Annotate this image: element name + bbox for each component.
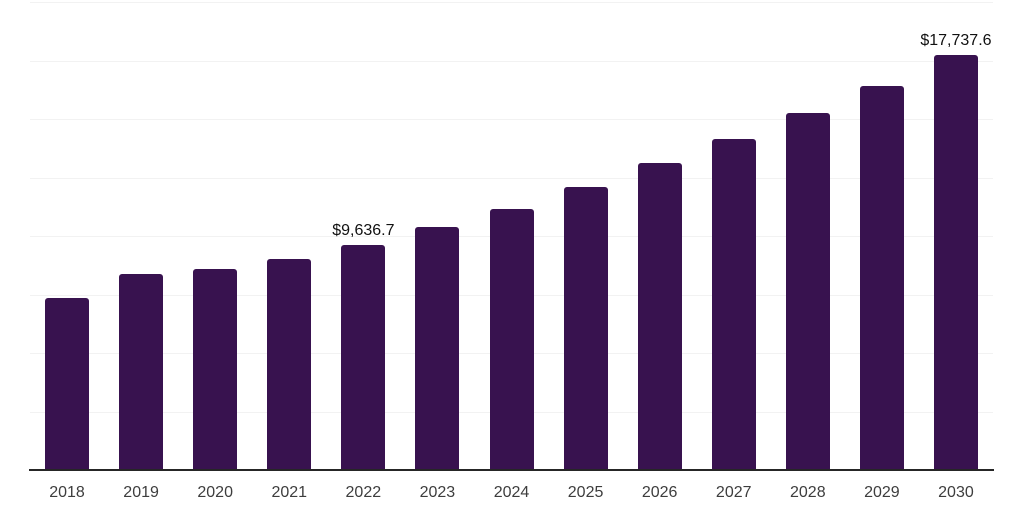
- value-label-2022: $9,636.7: [332, 221, 395, 239]
- x-tick-label-2022: 2022: [345, 484, 382, 501]
- bar-2021[interactable]: [267, 258, 312, 470]
- value-label-2030: $17,737.6: [920, 31, 992, 49]
- bar-2019[interactable]: [119, 274, 164, 470]
- bar-2020[interactable]: [193, 268, 238, 470]
- gridline-20000: [30, 2, 993, 3]
- x-tick-label-2023: 2023: [419, 484, 456, 501]
- x-axis-line: [29, 469, 994, 471]
- bar-2027[interactable]: [711, 138, 756, 470]
- x-tick-label-2024: 2024: [493, 484, 530, 501]
- x-tick-label-2029: 2029: [864, 484, 900, 501]
- bar-2029[interactable]: [859, 86, 904, 470]
- x-tick-label-2019: 2019: [123, 484, 159, 501]
- x-tick-label-2020: 2020: [197, 484, 233, 501]
- x-tick-label-2030: 2030: [938, 484, 974, 501]
- x-tick-label-2028: 2028: [790, 484, 826, 501]
- bar-2023[interactable]: [415, 227, 460, 470]
- bar-2024[interactable]: [489, 208, 534, 470]
- bar-2030[interactable]: [933, 54, 978, 470]
- x-tick-label-2026: 2026: [641, 484, 678, 501]
- bar-2028[interactable]: [785, 112, 830, 470]
- gridline-17500: [30, 60, 993, 62]
- x-tick-label-2025: 2025: [567, 484, 604, 501]
- x-tick-label-2018: 2018: [49, 484, 85, 501]
- x-tick-label-2021: 2021: [271, 484, 308, 501]
- gridline-15000: [30, 119, 993, 120]
- x-tick-label-2027: 2027: [715, 484, 752, 501]
- bar-2026[interactable]: [637, 163, 682, 470]
- bar-2018[interactable]: [45, 298, 90, 470]
- bar-2022[interactable]: [341, 244, 386, 470]
- bar-2025[interactable]: [563, 187, 608, 470]
- gridline-12500: [30, 177, 993, 179]
